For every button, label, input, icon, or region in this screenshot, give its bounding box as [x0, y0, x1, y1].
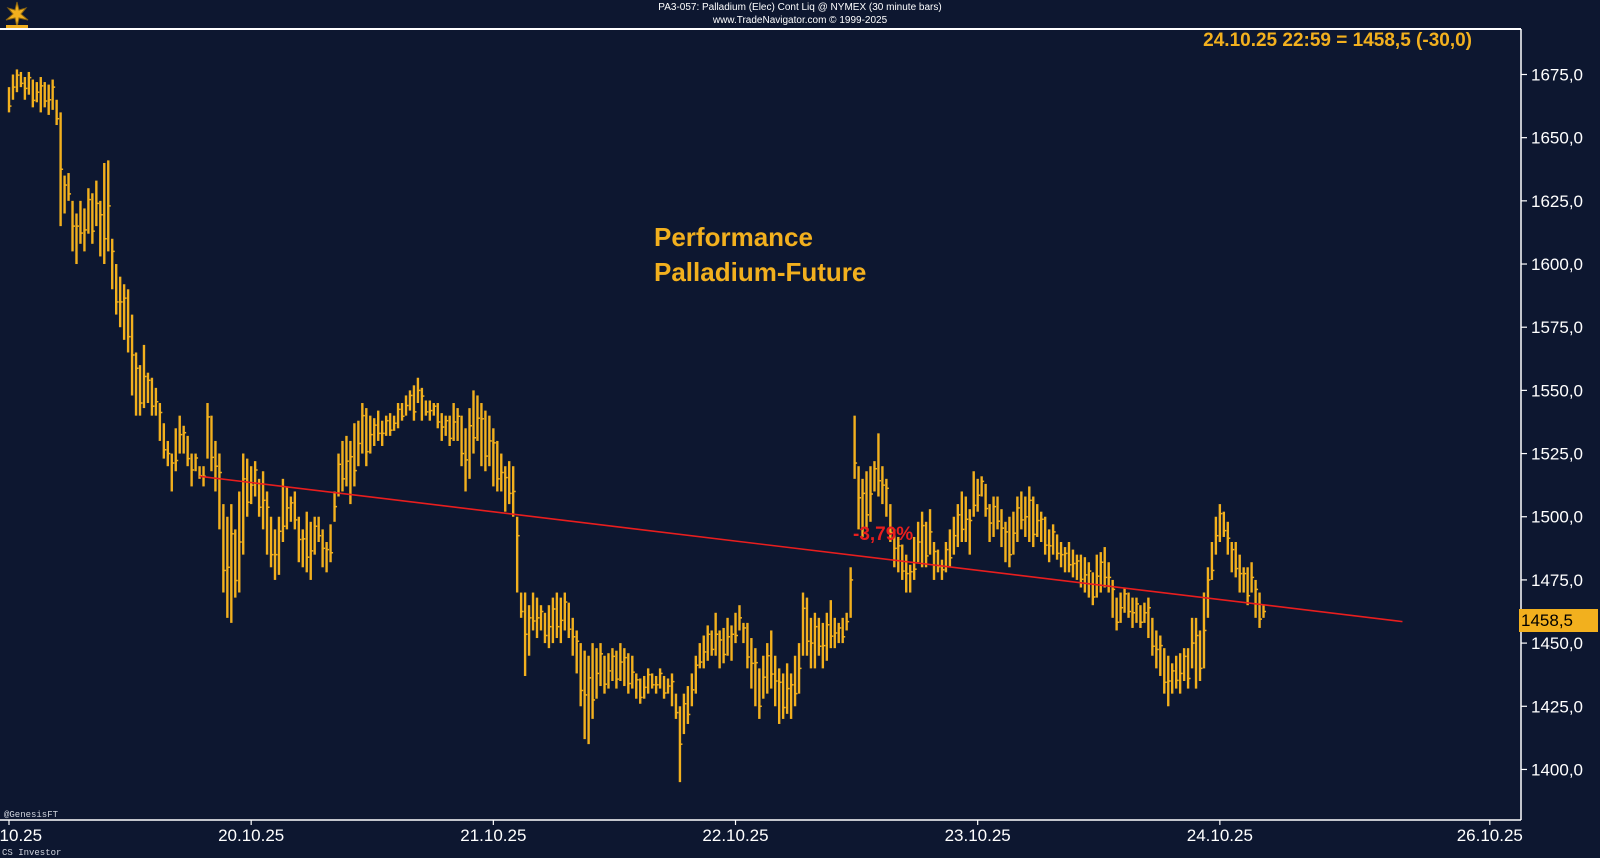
x-tick-label: 20.10.25 — [218, 826, 284, 845]
chart-header-line2: www.TradeNavigator.com © 1999-2025 — [712, 15, 888, 26]
chart-title: Performance Palladium-Future — [654, 220, 866, 290]
performance-annotation: -3,79% — [853, 524, 914, 545]
performance-trendline — [199, 475, 1403, 623]
price-bars — [7, 69, 1267, 783]
x-tick-label: 26.10.25 — [1457, 826, 1523, 845]
y-tick-label: 1425,0 — [1531, 697, 1583, 716]
y-tick-label: 1450,0 — [1531, 634, 1583, 653]
x-tick-label: 24.10.25 — [1187, 826, 1253, 845]
x-tick-label: 21.10.25 — [460, 826, 526, 845]
x-tick-label: 23.10.25 — [945, 826, 1011, 845]
watermark-genesis: @GenesisFT — [4, 810, 59, 820]
price-readout: 24.10.25 22:59 = 1458,5 (-30,0) — [1203, 30, 1472, 51]
x-axis: 17.10.25 20.10.25 21.10.25 22.10.25 23.10.25… — [0, 820, 1523, 845]
trade-navigator-logo-icon — [5, 1, 29, 28]
watermark-investor: CS Investor — [2, 848, 62, 858]
chart-title-line1: Performance — [654, 222, 813, 252]
y-tick-label: 1650,0 — [1531, 129, 1583, 148]
trendline-group — [199, 475, 1403, 623]
x-tick-label: 17.10.25 — [0, 826, 42, 845]
y-axis: 1400,0 1425,0 1450,0 1475,0 1500,0 1525,0 1550… — [1521, 65, 1583, 779]
y-tick-label: 1675,0 — [1531, 65, 1583, 84]
chart-title-line2: Palladium-Future — [654, 257, 867, 287]
x-tick-label: 22.10.25 — [702, 826, 768, 845]
last-price-tag: 1458,5 — [1519, 609, 1598, 632]
chart-header-line1: PA3-057: Palladium (Elec) Cont Liq @ NYM… — [658, 2, 942, 13]
y-tick-label: 1500,0 — [1531, 508, 1583, 527]
y-tick-label: 1400,0 — [1531, 760, 1583, 779]
y-tick-label: 1625,0 — [1531, 192, 1583, 211]
y-tick-label: 1600,0 — [1531, 255, 1583, 274]
y-tick-label: 1575,0 — [1531, 318, 1583, 337]
y-tick-label: 1525,0 — [1531, 445, 1583, 464]
y-tick-label: 1475,0 — [1531, 571, 1583, 590]
y-tick-label: 1550,0 — [1531, 381, 1583, 400]
plot-frame — [0, 28, 1522, 821]
